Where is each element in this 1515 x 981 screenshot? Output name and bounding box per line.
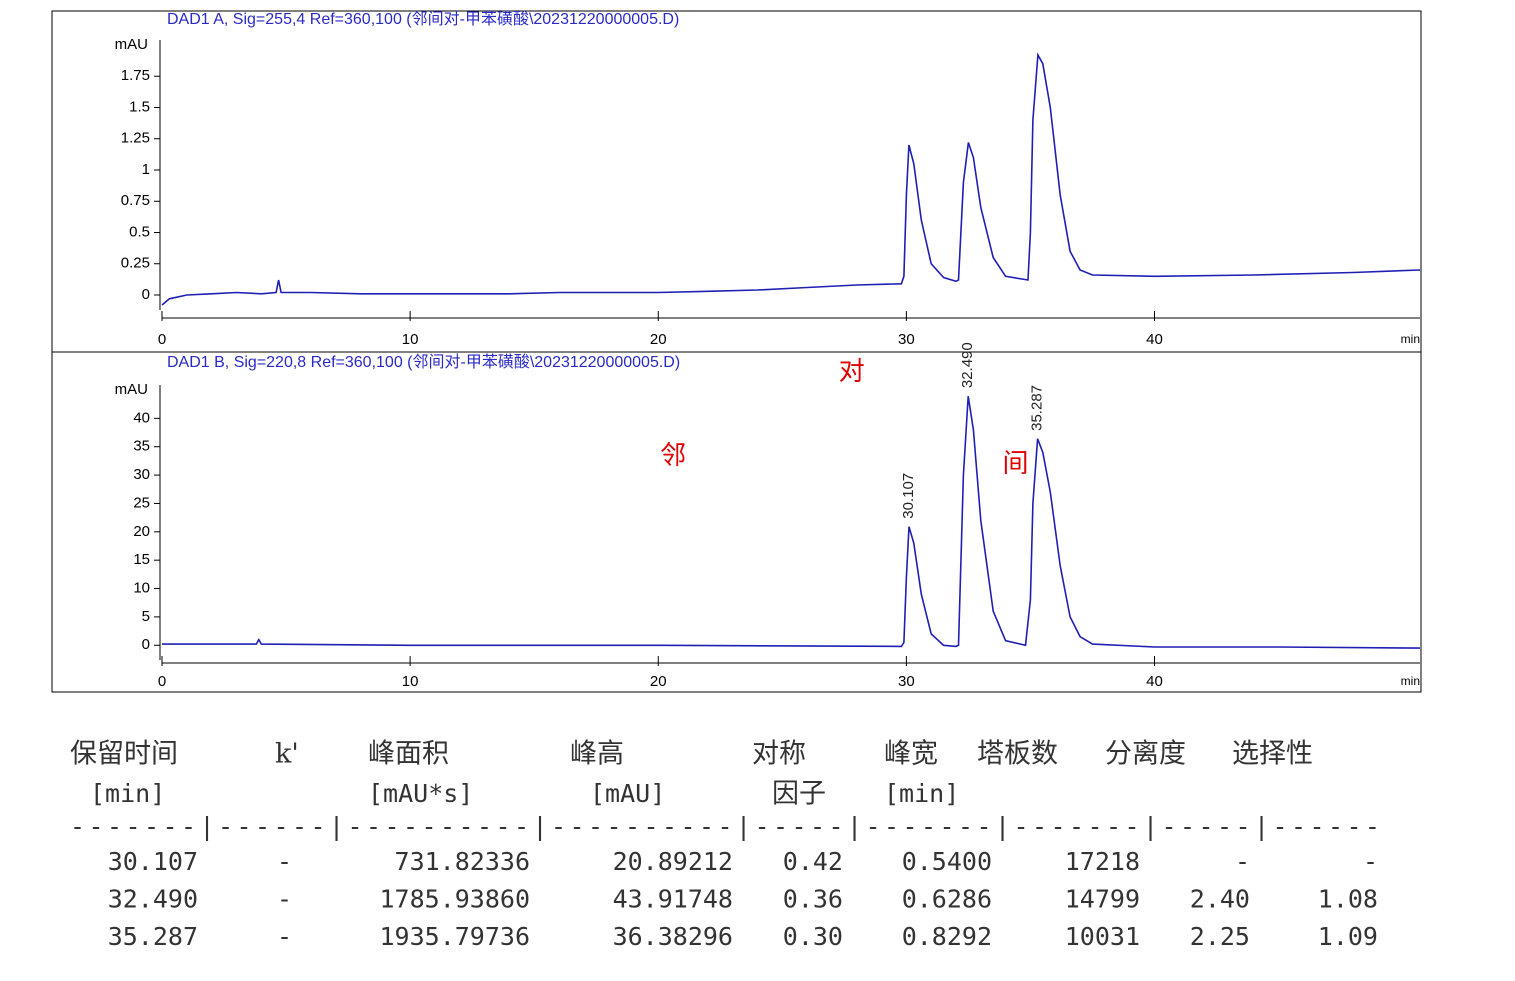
chart-title: DAD1 A, Sig=255,4 Ref=360,100 (邻间对-甲苯磺酸\… <box>167 10 679 28</box>
table-header: 保留时间 <box>70 739 178 770</box>
x-axis-label: min <box>1401 674 1420 688</box>
table-cell: 731.82336 <box>395 847 530 876</box>
table-cell: 1.08 <box>1318 885 1378 914</box>
y-axis-label: mAU <box>115 381 148 398</box>
table-cell: 0.5400 <box>902 847 992 876</box>
x-tick-label: 30 <box>898 331 915 348</box>
y-tick-label: 40 <box>133 409 150 426</box>
panel-b <box>51 351 1422 693</box>
x-tick-label: 20 <box>650 673 667 690</box>
x-tick-label: 0 <box>158 331 166 348</box>
y-tick-label: 1.5 <box>129 98 150 115</box>
y-tick-label: 10 <box>133 579 150 596</box>
table-header: [mAU*s] <box>368 779 473 808</box>
table-cell: 1.09 <box>1318 922 1378 951</box>
y-tick-label: 30 <box>133 466 150 483</box>
peak-label: 35.287 <box>1029 385 1046 431</box>
table-cell: 36.38296 <box>613 922 733 951</box>
peak-label: 32.490 <box>959 342 976 388</box>
table-cell: 0.42 <box>783 847 843 876</box>
y-tick-label: 0 <box>142 286 150 303</box>
annotation: 间 <box>1003 449 1029 479</box>
annotation: 对 <box>839 357 865 387</box>
x-axis-label: min <box>1401 332 1420 346</box>
table-header: [mAU] <box>590 779 665 808</box>
y-tick-label: 0 <box>142 636 150 653</box>
x-tick-label: 20 <box>650 331 667 348</box>
table-cell: - <box>277 922 292 951</box>
y-tick-label: 0.25 <box>121 255 150 272</box>
x-tick-label: 10 <box>402 331 419 348</box>
y-axis-label: mAU <box>115 36 148 53</box>
table-header: 对称 <box>752 739 806 770</box>
table-header: [min] <box>884 779 959 808</box>
table-cell: 2.40 <box>1190 885 1250 914</box>
table-cell: 43.91748 <box>613 885 733 914</box>
table-cell: - <box>277 885 292 914</box>
x-tick-label: 10 <box>402 673 419 690</box>
table-cell: 35.287 <box>108 922 198 951</box>
annotation: 邻 <box>660 441 686 471</box>
trace <box>161 52 1421 306</box>
table-header: 分离度 <box>1105 739 1186 770</box>
table-cell: - <box>1235 847 1250 876</box>
y-tick-label: 5 <box>142 608 150 625</box>
peak-label: 30.107 <box>900 473 917 519</box>
x-tick-label: 0 <box>158 673 166 690</box>
table-header: 塔板数 <box>977 739 1058 770</box>
table-cell: 1935.79736 <box>379 922 530 951</box>
table-cell: 0.6286 <box>902 885 992 914</box>
table-header: 峰宽 <box>884 739 938 770</box>
table-header: 因子 <box>772 779 826 810</box>
table-header: k' <box>275 739 299 770</box>
y-tick-label: 25 <box>133 494 150 511</box>
table-cell: 2.25 <box>1190 922 1250 951</box>
table-header: 选择性 <box>1232 739 1313 770</box>
y-tick-label: 0.75 <box>121 192 150 209</box>
x-tick-label: 40 <box>1146 673 1163 690</box>
table-cell: 0.8292 <box>902 922 992 951</box>
table-cell: 14799 <box>1065 885 1140 914</box>
table-cell: 0.30 <box>783 922 843 951</box>
y-tick-label: 20 <box>133 523 150 540</box>
table-cell: 1785.93860 <box>379 885 530 914</box>
y-tick-label: 1.25 <box>121 130 150 147</box>
y-tick-label: 0.5 <box>129 223 150 240</box>
y-tick-label: 35 <box>133 438 150 455</box>
table-cell: 32.490 <box>108 885 198 914</box>
table-cell: - <box>277 847 292 876</box>
x-tick-label: 40 <box>1146 331 1163 348</box>
table-cell: - <box>1363 847 1378 876</box>
table-header: 峰面积 <box>368 739 449 770</box>
table-cell: 30.107 <box>108 847 198 876</box>
y-tick-label: 1.75 <box>121 67 150 84</box>
trace <box>162 396 1421 649</box>
table-cell: 10031 <box>1065 922 1140 951</box>
table-cell: 17218 <box>1065 847 1140 876</box>
y-tick-label: 15 <box>133 551 150 568</box>
table-header: [min] <box>90 779 165 808</box>
table-cell: 0.36 <box>783 885 843 914</box>
table-header: 峰高 <box>570 739 624 770</box>
table-cell: 20.89212 <box>613 847 733 876</box>
x-tick-label: 30 <box>898 673 915 690</box>
table-separator: -------|------|----------|----------|---… <box>70 812 1380 841</box>
chart-title: DAD1 B, Sig=220,8 Ref=360,100 (邻间对-甲苯磺酸\… <box>167 353 680 371</box>
y-tick-label: 1 <box>142 161 150 178</box>
